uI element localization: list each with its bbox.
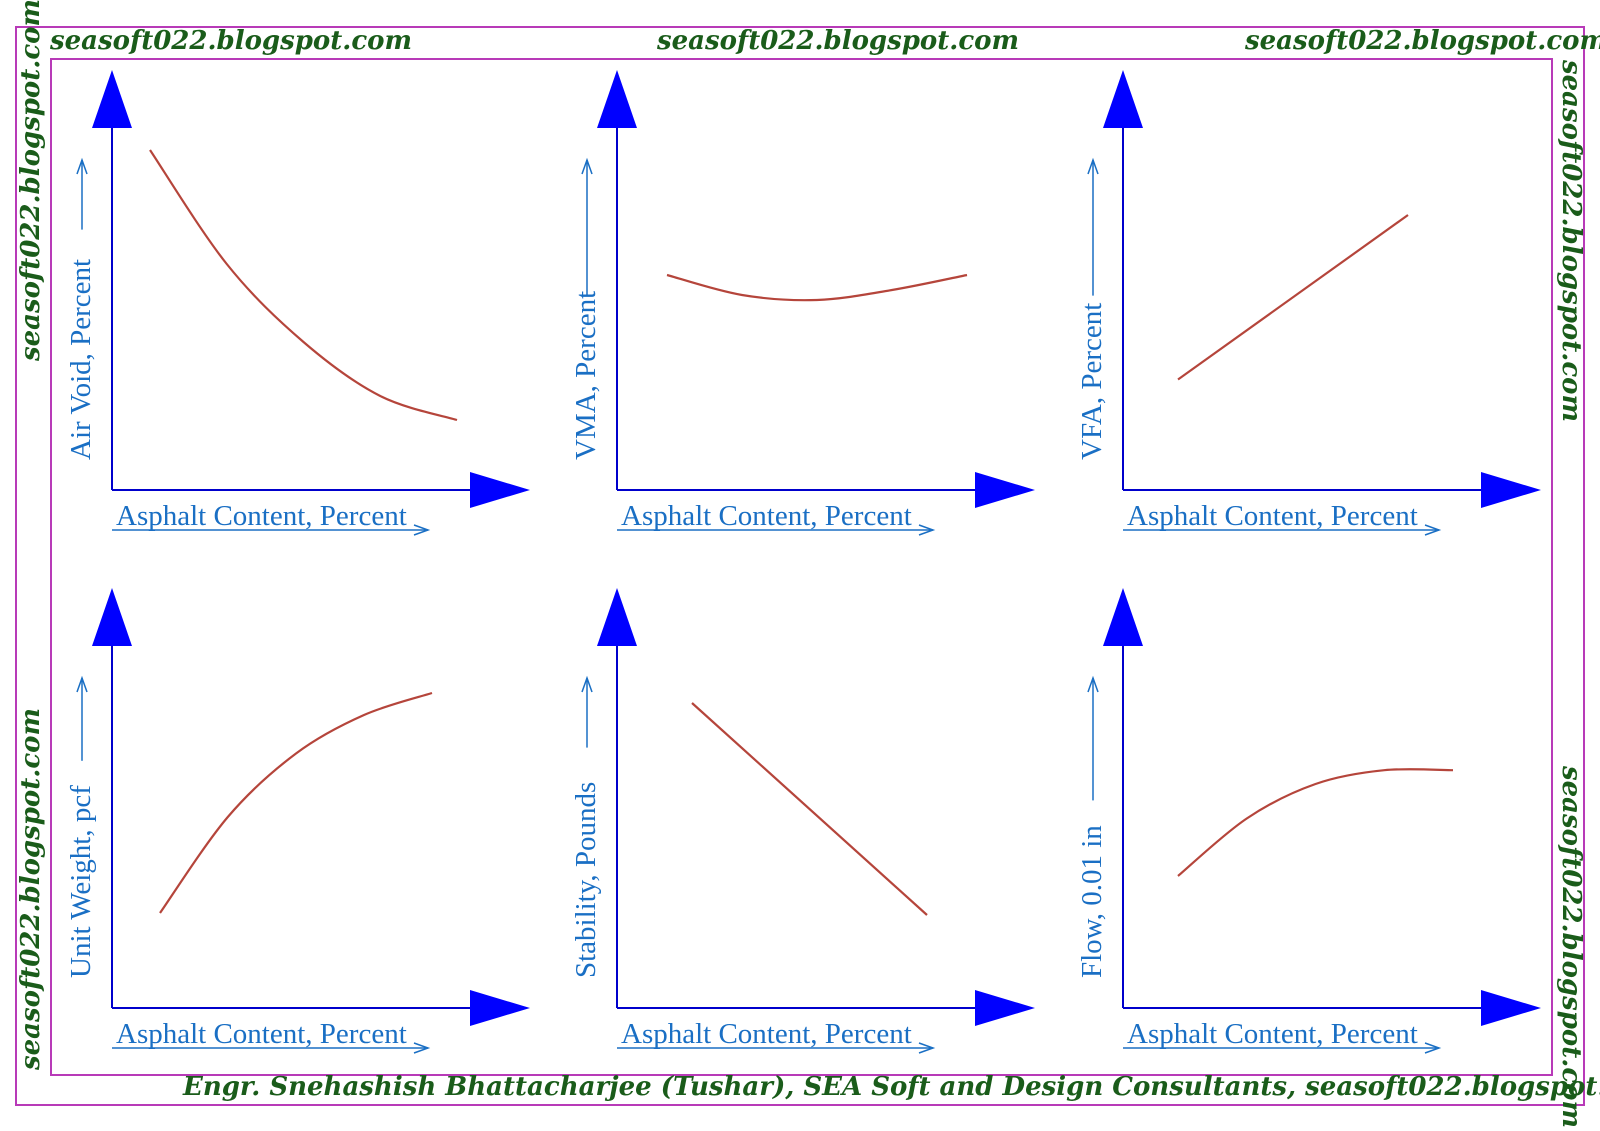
y-axis-arrowhead — [1103, 70, 1143, 128]
chart-panel-2: Asphalt Content, Percent VMA, Percent — [570, 70, 1035, 536]
watermark-left-top: seasoft022.blogspot.com — [16, 0, 46, 361]
data-curve — [1177, 214, 1409, 381]
y-axis-arrowhead — [92, 70, 132, 128]
x-label-arrow-head — [413, 524, 431, 536]
x-label-arrow-head — [1424, 524, 1442, 536]
chart-panel-1: Asphalt Content, Percent Air Void, Percen… — [65, 70, 530, 536]
data-curve — [149, 149, 458, 422]
data-curve — [666, 273, 968, 302]
x-axis-arrowhead — [1481, 990, 1541, 1026]
x-axis-arrowhead — [470, 990, 530, 1026]
x-axis-label: Asphalt Content, Percent — [1127, 500, 1418, 532]
y-label-arrow-head — [581, 157, 593, 175]
y-label-arrow-head — [1087, 157, 1099, 175]
x-axis-arrowhead — [470, 472, 530, 508]
x-axis-arrowhead — [975, 472, 1035, 508]
charts-grid: Asphalt Content, Percent Air Void, Percen… — [65, 70, 1541, 1054]
y-label-arrow-head — [581, 675, 593, 693]
x-axis-arrowhead — [1481, 472, 1541, 508]
watermark-top-left: seasoft022.blogspot.com — [50, 26, 413, 56]
y-label-arrow-head — [76, 675, 88, 693]
y-axis-label: VMA, Percent — [570, 291, 602, 460]
y-label-arrow-head — [1087, 675, 1099, 693]
chart-panel-5: Asphalt Content, Percent Stability, Pound… — [570, 588, 1035, 1054]
inner-border — [50, 58, 1553, 1076]
chart-panel-4: Asphalt Content, Percent Unit Weight, pcf — [65, 588, 530, 1054]
y-axis-label: Unit Weight, pcf — [65, 785, 97, 978]
data-curve — [1177, 768, 1454, 877]
y-axis-arrowhead — [1103, 588, 1143, 646]
x-axis-label: Asphalt Content, Percent — [621, 1018, 912, 1050]
outer-border — [15, 26, 1585, 1106]
y-axis-label: Stability, Pounds — [570, 782, 602, 978]
watermark-right-top: seasoft022.blogspot.com — [1556, 60, 1586, 423]
watermark-left-bottom: seasoft022.blogspot.com — [16, 707, 46, 1070]
watermark-top-center: seasoft022.blogspot.com — [657, 26, 1020, 56]
data-curve — [691, 702, 928, 916]
y-axis-label: Flow, 0.01 in — [1076, 825, 1108, 978]
data-curve — [159, 691, 433, 914]
x-axis-label: Asphalt Content, Percent — [621, 500, 912, 532]
footer-credit: Engr. Snehashish Bhattacharjee (Tushar),… — [183, 1072, 1600, 1102]
y-label-arrow-head — [76, 157, 88, 175]
chart-panel-6: Asphalt Content, Percent Flow, 0.01 in — [1076, 588, 1541, 1054]
y-axis-arrowhead — [92, 588, 132, 646]
y-axis-label: VFA, Percent — [1076, 303, 1108, 460]
y-axis-arrowhead — [597, 70, 637, 128]
x-axis-label: Asphalt Content, Percent — [1127, 1018, 1418, 1050]
x-axis-label: Asphalt Content, Percent — [116, 500, 407, 532]
y-axis-label: Air Void, Percent — [65, 259, 97, 460]
x-axis-label: Asphalt Content, Percent — [116, 1018, 407, 1050]
x-label-arrow-head — [1424, 1042, 1442, 1054]
x-label-arrow-head — [918, 524, 936, 536]
y-axis-arrowhead — [597, 588, 637, 646]
x-axis-arrowhead — [975, 990, 1035, 1026]
x-label-arrow-head — [413, 1042, 431, 1054]
x-label-arrow-head — [918, 1042, 936, 1054]
watermark-top-right: seasoft022.blogspot.com — [1245, 26, 1600, 56]
chart-panel-3: Asphalt Content, Percent VFA, Percent — [1076, 70, 1541, 536]
